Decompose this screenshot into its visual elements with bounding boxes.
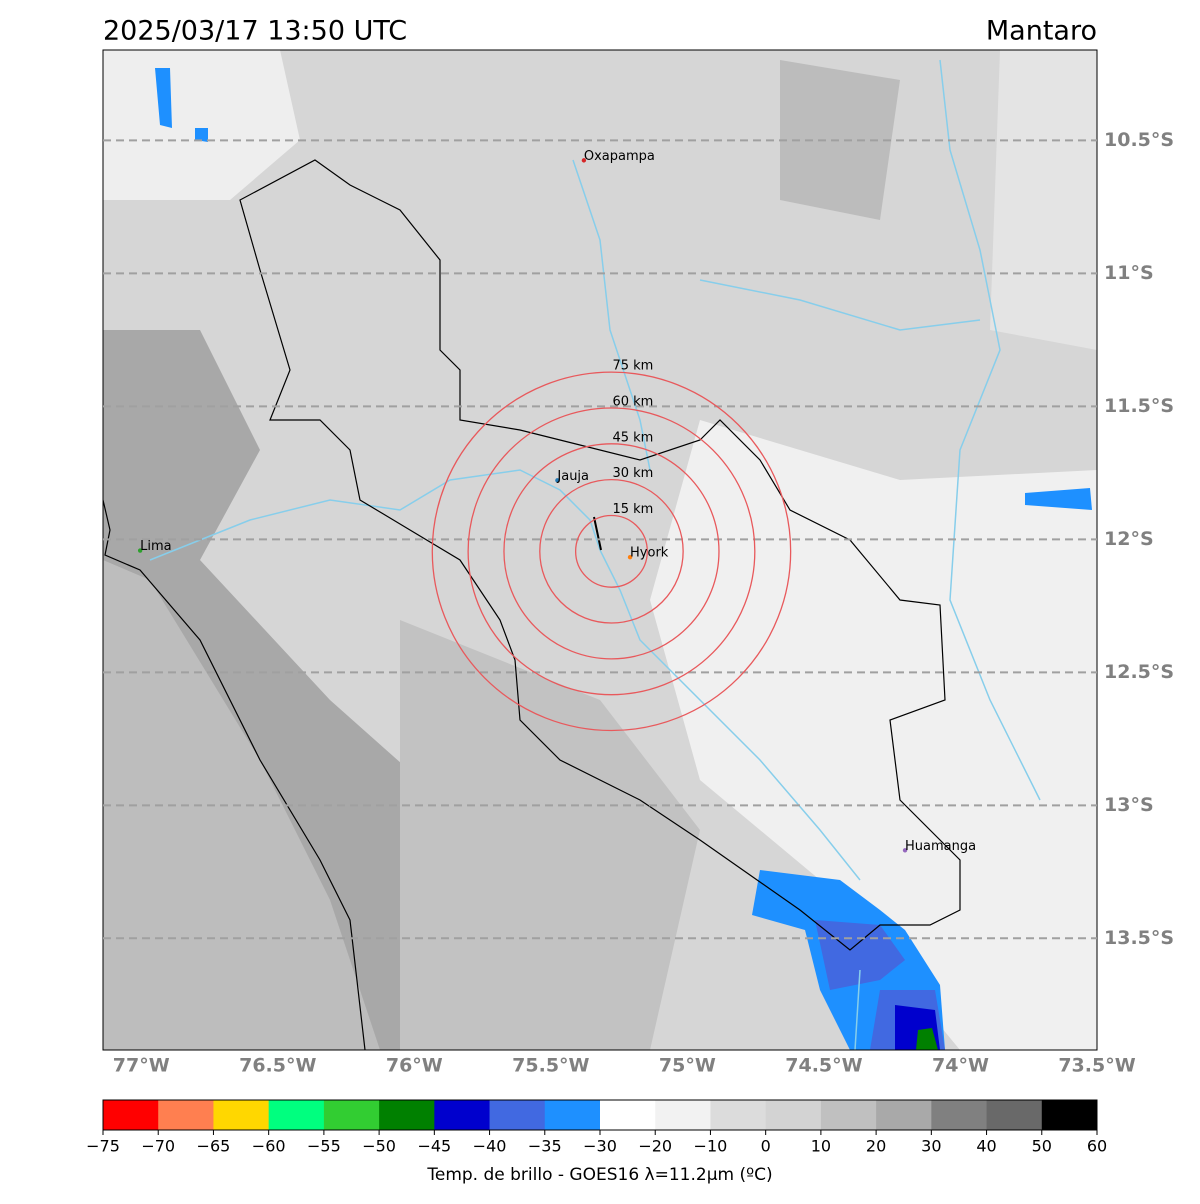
ring-label: 75 km xyxy=(612,359,653,374)
colorbar-bin xyxy=(765,1100,822,1130)
colorbar-bin xyxy=(213,1100,270,1130)
ring-label: 30 km xyxy=(612,466,653,481)
colorbar-tick-label: −70 xyxy=(141,1137,175,1156)
colorbar-bin xyxy=(103,1100,159,1130)
city-label: Huamanga xyxy=(905,839,976,854)
colorbar-tick-label: 10 xyxy=(811,1137,831,1156)
colorbar-bin xyxy=(158,1100,214,1130)
colorbar-tick-label: 50 xyxy=(1032,1137,1052,1156)
ring-label: 45 km xyxy=(612,430,653,445)
city-marker xyxy=(902,848,908,853)
city-marker xyxy=(627,554,633,560)
city-label: Oxapampa xyxy=(584,149,655,164)
lat-tick-label: 13°S xyxy=(1104,794,1154,816)
city-marker xyxy=(581,158,587,163)
city-label: Jauja xyxy=(556,469,589,484)
ring-label: 15 km xyxy=(612,502,653,517)
colorbar-label: Temp. de brillo - GOES16 λ=11.2μm (ºC) xyxy=(426,1165,772,1185)
lon-tick-label: 74.5°W xyxy=(785,1055,862,1077)
range-ring xyxy=(431,371,792,732)
colorbar-tick-label: −20 xyxy=(638,1137,672,1156)
lat-tick-label: 12°S xyxy=(1104,528,1154,550)
lon-tick-label: 75°W xyxy=(659,1055,716,1077)
colorbar-bin xyxy=(655,1100,711,1130)
colorbar-tick-label: −30 xyxy=(583,1137,617,1156)
colorbar-tick-label: 60 xyxy=(1087,1137,1107,1156)
city-label: Hyork xyxy=(630,546,669,561)
city-marker xyxy=(137,548,143,553)
lat-tick-label: 11.5°S xyxy=(1104,395,1174,417)
colorbar-bin xyxy=(820,1100,877,1130)
ring-label: 60 km xyxy=(612,394,653,409)
lon-tick-label: 74°W xyxy=(932,1055,989,1077)
colorbar-bin xyxy=(710,1100,767,1130)
region: Mantaro xyxy=(986,16,1097,47)
range-ring xyxy=(574,514,648,588)
colorbar-bin xyxy=(323,1100,380,1130)
range-ring xyxy=(467,407,756,696)
map-frame xyxy=(102,49,1098,1051)
range-ring xyxy=(539,479,684,624)
lat-tick-label: 13.5°S xyxy=(1104,927,1174,949)
city-marker xyxy=(555,478,560,483)
title: 2025/03/17 13:50 UTC xyxy=(103,16,407,47)
colorbar-bin xyxy=(986,1100,1043,1130)
lon-tick-label: 77°W xyxy=(113,1055,170,1077)
range-ring xyxy=(503,443,720,660)
city-label: Lima xyxy=(140,539,171,554)
colorbar-tick-label: −75 xyxy=(86,1137,120,1156)
lon-tick-label: 73.5°W xyxy=(1058,1055,1135,1077)
colorbar-tick-label: −40 xyxy=(473,1137,507,1156)
colorbar-tick-label: 0 xyxy=(761,1137,771,1156)
colorbar-bin xyxy=(544,1100,601,1130)
lon-tick-label: 76°W xyxy=(386,1055,443,1077)
colorbar-tick-label: −55 xyxy=(307,1137,341,1156)
lon-tick-label: 75.5°W xyxy=(512,1055,589,1077)
colorbar-tick-label: 20 xyxy=(866,1137,886,1156)
colorbar-bin xyxy=(931,1100,988,1130)
colorbar-tick-label: −35 xyxy=(528,1137,562,1156)
lat-tick-label: 11°S xyxy=(1104,262,1154,284)
lat-tick-label: 12.5°S xyxy=(1104,661,1174,683)
colorbar-bin xyxy=(268,1100,325,1130)
colorbar-tick-label: −10 xyxy=(694,1137,728,1156)
colorbar-tick-label: −60 xyxy=(252,1137,286,1156)
colorbar-bin xyxy=(434,1100,491,1130)
lat-tick-label: 10.5°S xyxy=(1104,129,1174,151)
colorbar-tick-label: 30 xyxy=(921,1137,941,1156)
colorbar-tick-label: −50 xyxy=(362,1137,396,1156)
map-background xyxy=(103,50,1097,1050)
colorbar-bin xyxy=(379,1100,435,1130)
colorbar-tick-label: −65 xyxy=(197,1137,231,1156)
colorbar-bin xyxy=(600,1100,656,1130)
colorbar-bin xyxy=(1041,1100,1098,1130)
colorbar-bin xyxy=(876,1100,932,1130)
colorbar-tick-label: 40 xyxy=(976,1137,996,1156)
colorbar-tick-label: −45 xyxy=(417,1137,451,1156)
colorbar-bin xyxy=(489,1100,546,1130)
lon-tick-label: 76.5°W xyxy=(239,1055,316,1077)
